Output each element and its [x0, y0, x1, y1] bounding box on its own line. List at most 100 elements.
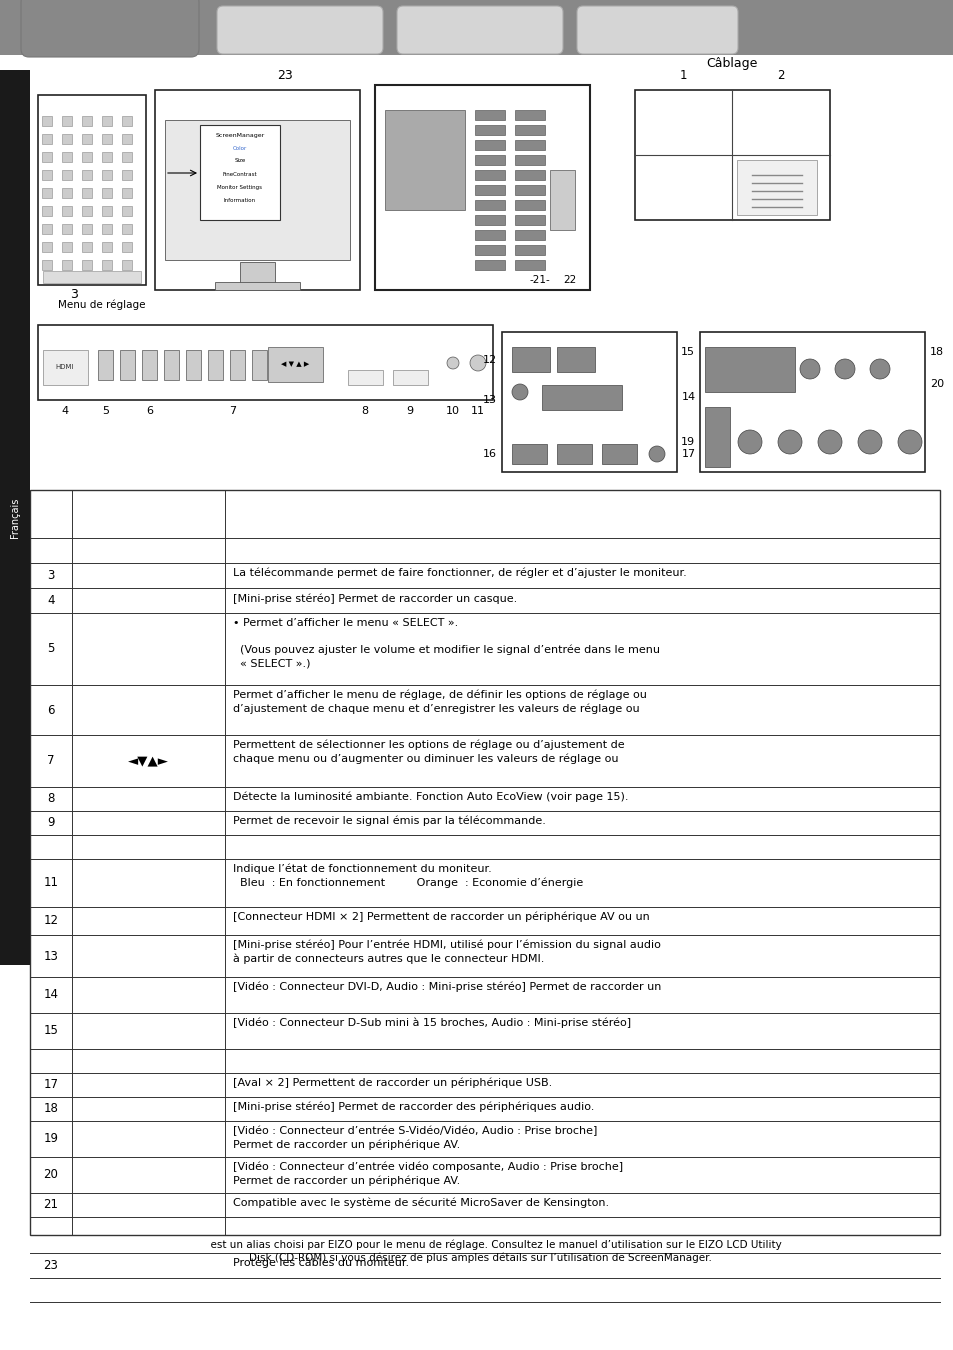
- Text: 6: 6: [147, 406, 153, 416]
- Bar: [38, 95, 146, 285]
- Bar: [82, 188, 91, 198]
- Text: 7: 7: [230, 406, 236, 416]
- Bar: [515, 261, 544, 270]
- Bar: [515, 170, 544, 180]
- Bar: [737, 161, 816, 215]
- Circle shape: [897, 431, 921, 454]
- Bar: [557, 347, 595, 373]
- Text: 15: 15: [44, 1025, 58, 1038]
- Circle shape: [817, 431, 841, 454]
- Bar: [43, 271, 141, 284]
- Text: Permet d’afficher le menu de réglage, de définir les options de réglage ou
d’aju: Permet d’afficher le menu de réglage, de…: [233, 690, 646, 714]
- Bar: [62, 261, 71, 270]
- Bar: [62, 116, 71, 126]
- Bar: [375, 85, 589, 290]
- Text: 12: 12: [482, 355, 497, 364]
- Text: Size: Size: [234, 158, 245, 163]
- Bar: [601, 444, 637, 464]
- Bar: [42, 116, 52, 126]
- Bar: [208, 350, 223, 379]
- Bar: [122, 170, 132, 180]
- Circle shape: [447, 356, 458, 369]
- Text: [Mini-prise stéréo] Permet de raccorder un casque.: [Mini-prise stéréo] Permet de raccorder …: [233, 593, 517, 603]
- Bar: [142, 350, 157, 379]
- Bar: [122, 207, 132, 216]
- Bar: [512, 444, 546, 464]
- FancyBboxPatch shape: [21, 0, 199, 57]
- Text: 5: 5: [48, 643, 54, 656]
- Bar: [501, 332, 677, 472]
- Bar: [42, 207, 52, 216]
- Bar: [122, 224, 132, 234]
- Bar: [475, 170, 504, 180]
- Text: 20: 20: [44, 1169, 58, 1181]
- Bar: [0, 70, 30, 965]
- Text: 23: 23: [276, 69, 293, 82]
- Bar: [42, 261, 52, 270]
- Bar: [82, 116, 91, 126]
- Bar: [240, 262, 274, 290]
- Text: 14: 14: [44, 988, 58, 1002]
- Bar: [541, 385, 621, 410]
- Bar: [62, 170, 71, 180]
- Bar: [475, 140, 504, 150]
- Circle shape: [869, 359, 889, 379]
- Text: ◀ ▼ ▲ ▶: ◀ ▼ ▲ ▶: [280, 360, 309, 367]
- Text: La télécommande permet de faire fonctionner, de régler et d’ajuster le moniteur.: La télécommande permet de faire fonction…: [233, 568, 686, 579]
- Bar: [252, 350, 267, 379]
- Bar: [475, 126, 504, 135]
- Bar: [82, 134, 91, 144]
- Text: Indique l’état de fonctionnement du moniteur.
  Bleu  : En fonctionnement       : Indique l’état de fonctionnement du moni…: [233, 864, 582, 888]
- Bar: [38, 325, 493, 400]
- Bar: [42, 170, 52, 180]
- Text: Détecte la luminosité ambiante. Fonction Auto EcoView (voir page 15).: Détecte la luminosité ambiante. Fonction…: [233, 792, 628, 802]
- Text: ◄▼▲►: ◄▼▲►: [128, 755, 169, 768]
- Bar: [475, 155, 504, 165]
- Circle shape: [470, 355, 485, 371]
- Circle shape: [800, 359, 820, 379]
- Bar: [122, 188, 132, 198]
- Text: 20: 20: [929, 379, 943, 389]
- Bar: [475, 200, 504, 211]
- Text: Câblage: Câblage: [705, 57, 757, 70]
- Bar: [475, 230, 504, 240]
- Text: [Mini-prise stéréo] Pour l’entrée HDMI, utilisé pour l’émission du signal audio
: [Mini-prise stéréo] Pour l’entrée HDMI, …: [233, 940, 660, 964]
- Text: 19: 19: [680, 437, 695, 447]
- Text: 15: 15: [680, 347, 695, 356]
- Text: 1: 1: [679, 69, 686, 82]
- Bar: [122, 153, 132, 162]
- Text: 13: 13: [44, 949, 58, 963]
- Bar: [82, 242, 91, 252]
- Bar: [122, 116, 132, 126]
- Text: 21: 21: [44, 1199, 58, 1211]
- Text: 9: 9: [48, 817, 54, 829]
- Text: [Vidéo : Connecteur DVI-D, Audio : Mini-prise stéréo] Permet de raccorder un: [Vidéo : Connecteur DVI-D, Audio : Mini-…: [233, 981, 660, 992]
- Text: ScreenManager: ScreenManager: [215, 132, 264, 138]
- Bar: [164, 350, 179, 379]
- Circle shape: [648, 446, 664, 462]
- Bar: [62, 153, 71, 162]
- Bar: [385, 109, 464, 211]
- Text: 3: 3: [48, 568, 54, 582]
- Bar: [102, 153, 112, 162]
- Text: Français: Français: [10, 497, 20, 537]
- Circle shape: [834, 359, 854, 379]
- Text: 18: 18: [929, 347, 943, 356]
- Text: 11: 11: [471, 406, 484, 416]
- Text: • Permet d’afficher le menu « SELECT ».

  (Vous pouvez ajuster le volume et mod: • Permet d’afficher le menu « SELECT ». …: [233, 618, 659, 668]
- Bar: [0, 55, 953, 965]
- Bar: [515, 244, 544, 255]
- Bar: [30, 490, 939, 1235]
- Text: -21-: -21-: [529, 275, 550, 285]
- Text: 18: 18: [44, 1103, 58, 1115]
- Text: 12: 12: [44, 914, 58, 927]
- Bar: [268, 347, 323, 382]
- Text: est un alias choisi par EIZO pour le menu de réglage. Consultez le manuel d’util: est un alias choisi par EIZO pour le men…: [178, 1241, 781, 1262]
- Bar: [42, 242, 52, 252]
- Text: 11: 11: [44, 876, 58, 890]
- Bar: [62, 207, 71, 216]
- Bar: [214, 282, 299, 290]
- Bar: [186, 350, 201, 379]
- Bar: [42, 134, 52, 144]
- Bar: [82, 224, 91, 234]
